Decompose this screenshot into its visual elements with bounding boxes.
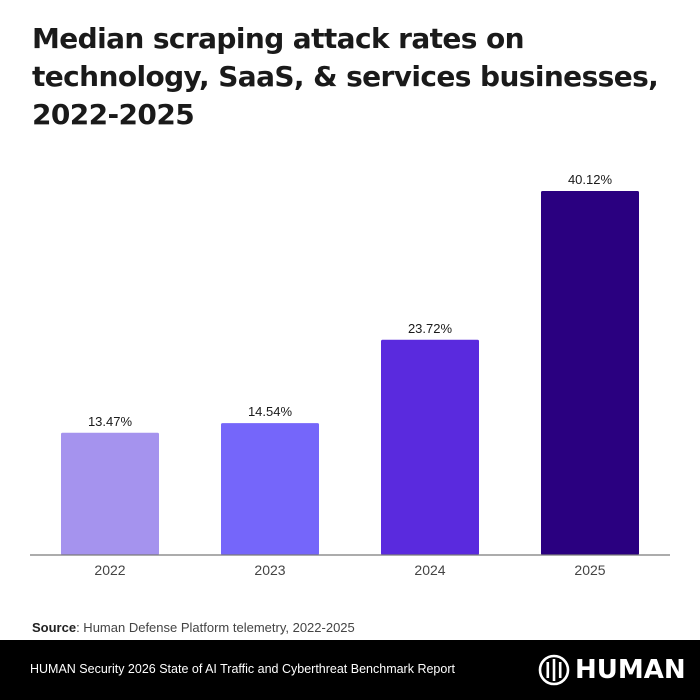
value-label-2025: 40.12% xyxy=(568,172,613,187)
value-label-2022: 13.47% xyxy=(88,414,133,429)
report-title: HUMAN Security 2026 State of AI Traffic … xyxy=(30,662,455,676)
value-label-2024: 23.72% xyxy=(408,321,453,336)
bar-2025 xyxy=(541,191,639,555)
bar-2022 xyxy=(61,432,159,555)
x-tick-2025: 2025 xyxy=(574,562,605,578)
human-logo: HUMAN xyxy=(538,654,686,686)
footer-bar: HUMAN Security 2026 State of AI Traffic … xyxy=(0,640,700,700)
chart-title: Median scraping attack rates on technolo… xyxy=(32,22,659,131)
bar-2023 xyxy=(221,423,319,555)
source-text: : Human Defense Platform telemetry, 2022… xyxy=(76,620,355,635)
bar-2024 xyxy=(381,339,479,555)
x-tick-2023: 2023 xyxy=(254,562,285,578)
bar-chart: 13.47%14.54%23.72%40.12% 2022 2023 2024 202… xyxy=(30,172,670,578)
source-label: Source xyxy=(32,620,77,635)
human-logo-icon xyxy=(538,654,570,686)
bars-group: 13.47% 14.54% 23.72% 40.12% xyxy=(61,172,639,555)
value-label-2023: 14.54% xyxy=(248,404,293,419)
x-tick-2022: 2022 xyxy=(94,562,125,578)
x-tick-2024: 2024 xyxy=(414,562,445,578)
source-note: Source: Human Defense Platform telemetry… xyxy=(32,620,355,635)
logo-wordmark: HUMAN xyxy=(575,655,686,685)
x-tick-labels: 2022 2023 2024 2025 xyxy=(94,562,605,578)
